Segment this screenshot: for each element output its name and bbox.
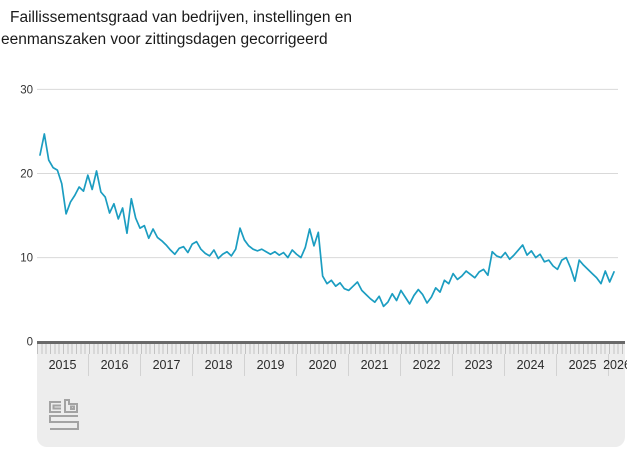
timeline-year-2022[interactable]: 2022 [401,354,453,376]
timeline-year-2015[interactable]: 2015 [37,354,89,376]
title-line-2: eenmanszaken voor zittingsdagen gecorrig… [1,31,328,48]
year-labels-row[interactable]: 2015 2016 2017 2018 2019 2020 2021 2022 2023 2024… [37,354,627,376]
y-axis-tick-30: 30 [20,84,33,96]
slider-track-bar[interactable] [37,341,625,344]
y-axis-tick-10: 10 [20,253,33,265]
timeline-year-2016[interactable]: 2016 [89,354,141,376]
cbs-logo-icon [49,399,79,430]
timeline-year-2017[interactable]: 2017 [141,354,193,376]
timeline-year-2019[interactable]: 2019 [245,354,297,376]
data-line-Faillissementsgraad [39,133,615,308]
y-axis-tick-20: 20 [20,169,33,181]
timeline-year-2023[interactable]: 2023 [453,354,505,376]
timeline-year-2020[interactable]: 2020 [297,354,349,376]
timeline-year-2026[interactable]: 2026 [603,358,627,372]
timeline-year-2021[interactable]: 2021 [349,354,401,376]
timeline-slider[interactable]: 2015 2016 2017 2018 2019 2020 2021 2022 2023 2024… [37,341,627,447]
slider-month-ticks[interactable] [37,344,625,354]
timeline-year-2025[interactable]: 2025 [557,354,609,376]
y-axis-tick-0: 0 [27,337,33,349]
timeline-year-2024[interactable]: 2024 [505,354,557,376]
title-line-1: Faillissementsgraad van bedrijven, inste… [10,9,353,26]
timeline-year-2018[interactable]: 2018 [193,354,245,376]
page-title: Faillissementsgraad van bedrijven, inste… [0,7,627,51]
